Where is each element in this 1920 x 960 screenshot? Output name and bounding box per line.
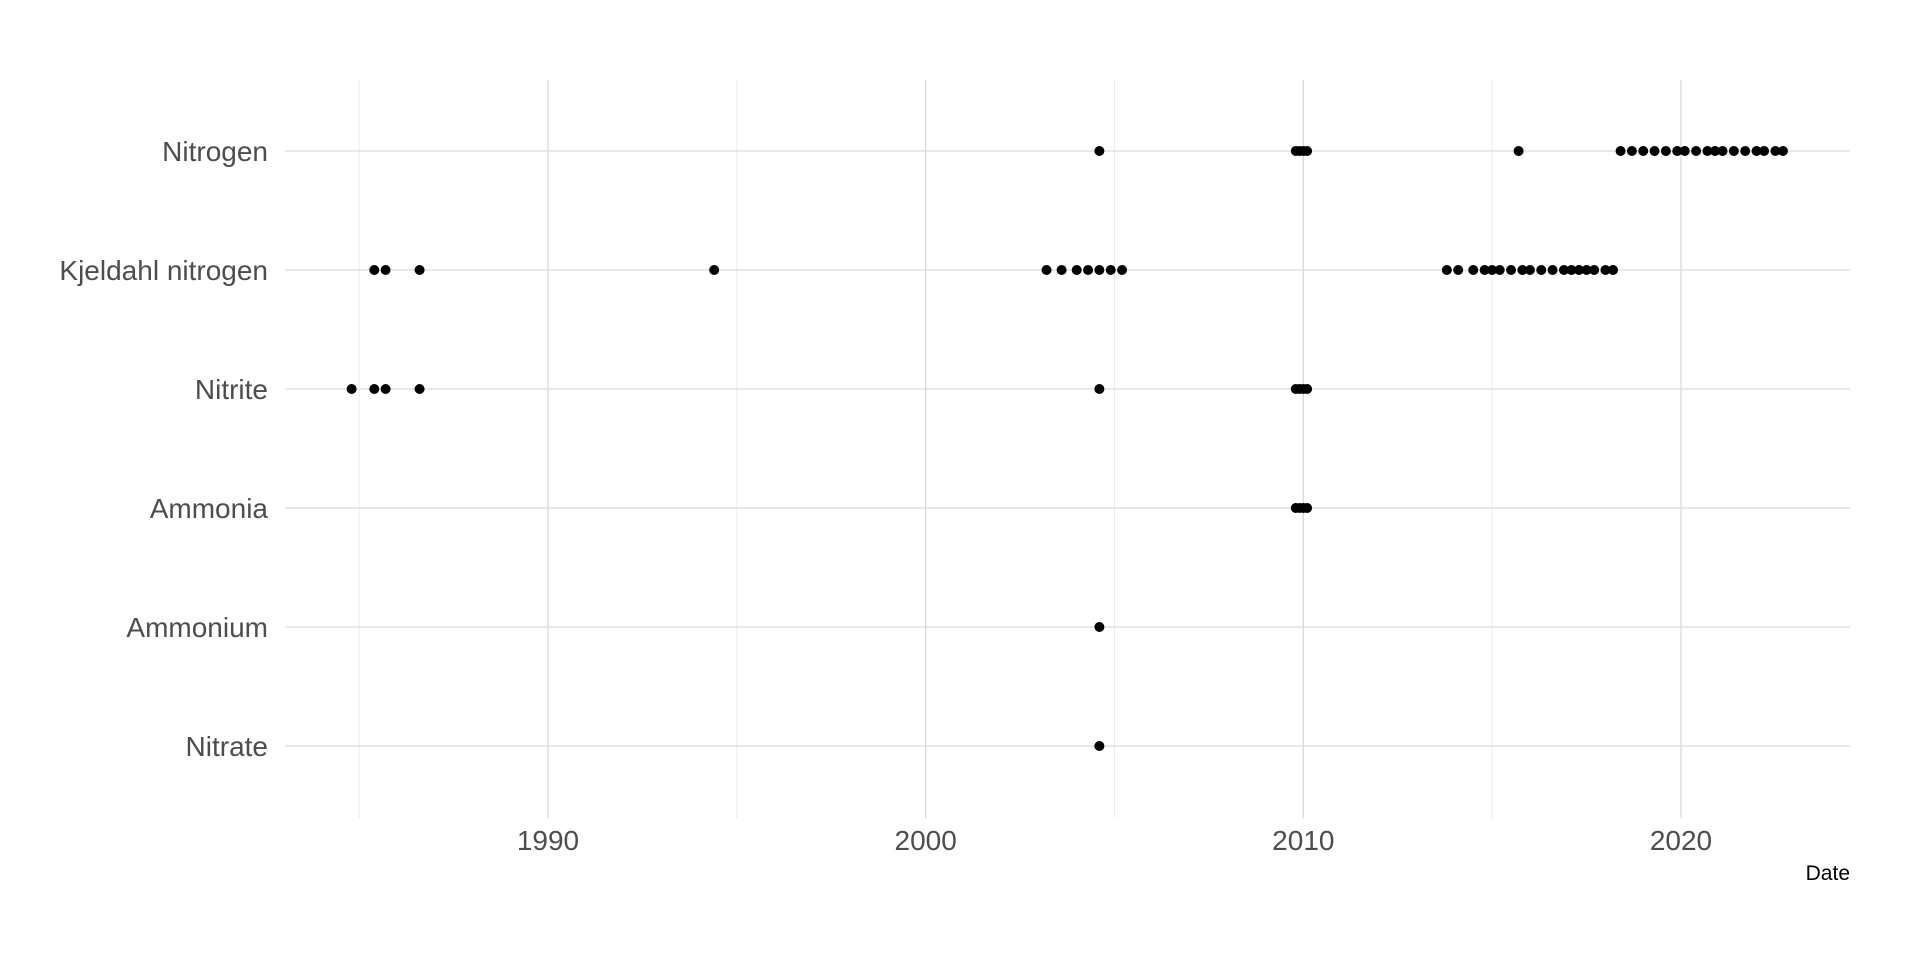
data-point-kjeldahl-nitrogen	[1105, 265, 1116, 275]
data-point-kjeldahl-nitrogen	[1536, 265, 1547, 275]
data-point-nitrate	[1094, 741, 1105, 751]
data-point-kjeldahl-nitrogen	[1589, 265, 1600, 275]
y-tick-label-ammonium: Ammonium	[126, 612, 268, 643]
data-point-nitrogen	[1615, 146, 1626, 156]
data-point-kjeldahl-nitrogen	[1487, 265, 1498, 275]
data-point-nitrite	[414, 384, 425, 394]
data-point-kjeldahl-nitrogen	[1608, 265, 1619, 275]
data-point-nitrogen	[1728, 146, 1739, 156]
data-point-kjeldahl-nitrogen	[1071, 265, 1082, 275]
x-axis-tick-labels: 1990 2000 2010 2020	[517, 825, 1712, 856]
data-point-nitrogen	[1702, 146, 1713, 156]
x-tick-label-2020: 2020	[1650, 825, 1712, 856]
data-point-nitrogen	[1302, 146, 1313, 156]
data-point-kjeldahl-nitrogen	[1441, 265, 1452, 275]
data-point-kjeldahl-nitrogen	[1083, 265, 1094, 275]
data-point-kjeldahl-nitrogen	[1524, 265, 1535, 275]
data-point-nitrite	[346, 384, 357, 394]
x-tick-label-1990: 1990	[517, 825, 579, 856]
data-point-ammonia	[1302, 503, 1313, 513]
data-point-nitrogen	[1626, 146, 1637, 156]
data-point-kjeldahl-nitrogen	[1453, 265, 1464, 275]
data-point-nitrogen	[1660, 146, 1671, 156]
data-point-nitrogen	[1717, 146, 1728, 156]
data-point-nitrite	[380, 384, 391, 394]
data-point-kjeldahl-nitrogen	[1581, 265, 1592, 275]
data-point-nitrogen	[1094, 146, 1105, 156]
minor-gridlines	[358, 80, 1493, 818]
data-point-kjeldahl-nitrogen	[414, 265, 425, 275]
x-tick-label-2010: 2010	[1272, 825, 1334, 856]
data-point-nitrite	[1302, 384, 1313, 394]
major-gridlines	[547, 80, 1682, 818]
y-tick-label-nitrate: Nitrate	[186, 731, 268, 762]
data-point-kjeldahl-nitrogen	[1547, 265, 1558, 275]
data-point-nitrite	[1094, 384, 1105, 394]
data-point-nitrogen	[1679, 146, 1690, 156]
data-point-nitrogen	[1770, 146, 1781, 156]
data-point-kjeldahl-nitrogen	[1506, 265, 1517, 275]
y-tick-label-nitrite: Nitrite	[195, 374, 268, 405]
data-point-kjeldahl-nitrogen	[1056, 265, 1067, 275]
data-point-nitrogen	[1638, 146, 1649, 156]
data-point-nitrogen	[1759, 146, 1770, 156]
x-tick-label-2000: 2000	[895, 825, 957, 856]
data-point-kjeldahl-nitrogen	[1558, 265, 1569, 275]
data-point-kjeldahl-nitrogen	[1600, 265, 1611, 275]
data-point-nitrogen	[1649, 146, 1660, 156]
data-point-nitrogen	[1740, 146, 1751, 156]
data-point-kjeldahl-nitrogen	[1041, 265, 1052, 275]
data-point-kjeldahl-nitrogen	[1574, 265, 1585, 275]
data-point-nitrogen	[1513, 146, 1524, 156]
y-tick-label-ammonia: Ammonia	[150, 493, 269, 524]
y-tick-label-nitrogen: Nitrogen	[162, 136, 268, 167]
data-point-kjeldahl-nitrogen	[1517, 265, 1528, 275]
data-point-kjeldahl-nitrogen	[1479, 265, 1490, 275]
data-point-nitrogen	[1777, 146, 1788, 156]
data-point-kjeldahl-nitrogen	[1468, 265, 1479, 275]
data-point-nitrogen	[1691, 146, 1702, 156]
category-gridlines	[285, 150, 1850, 747]
data-points	[346, 146, 1788, 751]
data-point-kjeldahl-nitrogen	[1117, 265, 1128, 275]
data-point-kjeldahl-nitrogen	[369, 265, 380, 275]
data-point-nitrite	[369, 384, 380, 394]
data-point-ammonium	[1094, 622, 1105, 632]
x-axis-title: Date	[1806, 862, 1850, 885]
data-point-nitrogen	[1751, 146, 1762, 156]
data-point-kjeldahl-nitrogen	[1494, 265, 1505, 275]
data-point-kjeldahl-nitrogen	[380, 265, 391, 275]
data-point-nitrogen	[1672, 146, 1683, 156]
data-point-nitrogen	[1709, 146, 1720, 156]
data-point-kjeldahl-nitrogen	[1094, 265, 1105, 275]
data-point-kjeldahl-nitrogen	[1566, 265, 1577, 275]
data-point-kjeldahl-nitrogen	[709, 265, 720, 275]
y-axis-tick-labels: Nitrate Ammonium Ammonia Nitrite Kjeldahl ni…	[59, 136, 268, 762]
y-tick-label-kjeldahl-nitrogen: Kjeldahl nitrogen	[59, 255, 268, 286]
